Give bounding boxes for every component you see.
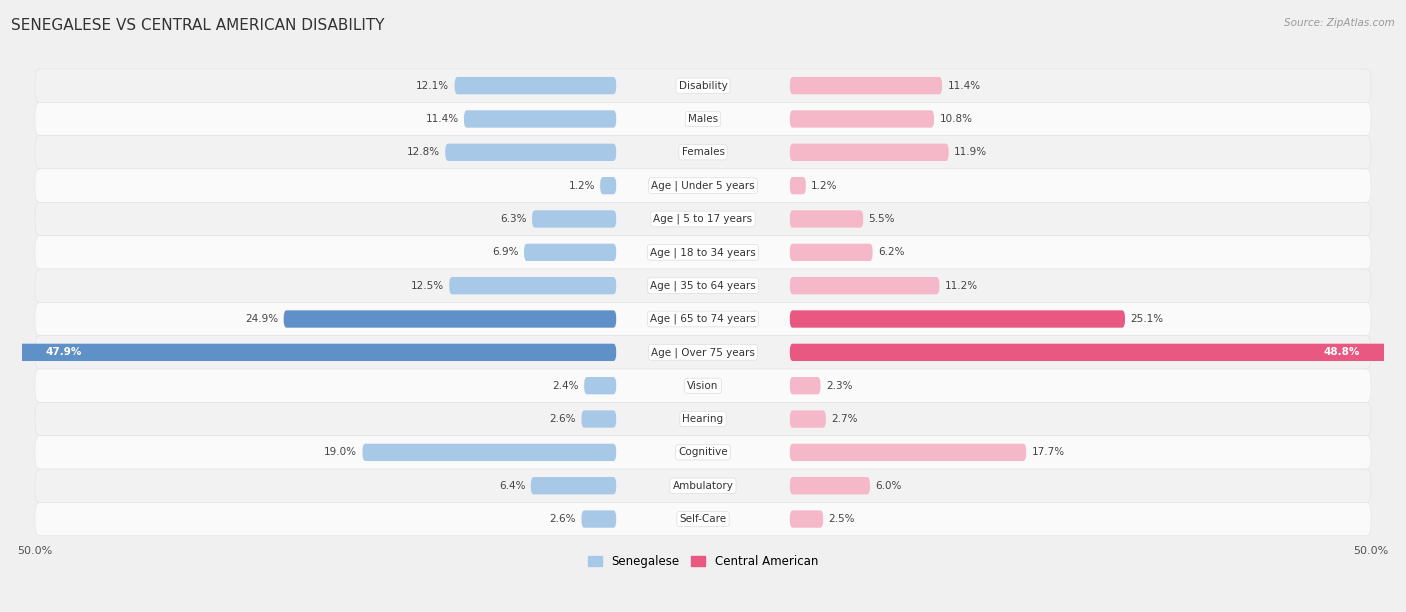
FancyBboxPatch shape (464, 110, 616, 128)
Text: Age | 5 to 17 years: Age | 5 to 17 years (654, 214, 752, 224)
Text: Age | 35 to 64 years: Age | 35 to 64 years (650, 280, 756, 291)
FancyBboxPatch shape (35, 436, 1371, 469)
FancyBboxPatch shape (600, 177, 616, 195)
FancyBboxPatch shape (446, 144, 616, 161)
Text: SENEGALESE VS CENTRAL AMERICAN DISABILITY: SENEGALESE VS CENTRAL AMERICAN DISABILIT… (11, 18, 385, 34)
FancyBboxPatch shape (35, 69, 1371, 102)
Text: Ambulatory: Ambulatory (672, 480, 734, 491)
FancyBboxPatch shape (35, 335, 1371, 369)
Text: 48.8%: 48.8% (1323, 348, 1360, 357)
Text: Self-Care: Self-Care (679, 514, 727, 524)
Text: 25.1%: 25.1% (1130, 314, 1163, 324)
Text: Disability: Disability (679, 81, 727, 91)
FancyBboxPatch shape (790, 310, 1125, 327)
FancyBboxPatch shape (35, 203, 1371, 236)
FancyBboxPatch shape (790, 110, 934, 128)
FancyBboxPatch shape (35, 302, 1371, 335)
FancyBboxPatch shape (582, 411, 616, 428)
FancyBboxPatch shape (0, 344, 616, 361)
Text: 5.5%: 5.5% (869, 214, 896, 224)
Text: 6.4%: 6.4% (499, 480, 526, 491)
FancyBboxPatch shape (35, 469, 1371, 502)
FancyBboxPatch shape (583, 377, 616, 394)
FancyBboxPatch shape (35, 102, 1371, 136)
FancyBboxPatch shape (35, 269, 1371, 302)
Text: 10.8%: 10.8% (939, 114, 973, 124)
FancyBboxPatch shape (790, 477, 870, 494)
Text: 11.4%: 11.4% (948, 81, 980, 91)
Legend: Senegalese, Central American: Senegalese, Central American (583, 551, 823, 573)
Text: 1.2%: 1.2% (811, 181, 838, 191)
Text: Source: ZipAtlas.com: Source: ZipAtlas.com (1284, 18, 1395, 28)
Text: 12.1%: 12.1% (416, 81, 450, 91)
FancyBboxPatch shape (531, 211, 616, 228)
FancyBboxPatch shape (582, 510, 616, 528)
Text: 6.3%: 6.3% (501, 214, 527, 224)
Text: 2.6%: 2.6% (550, 414, 576, 424)
Text: 12.5%: 12.5% (411, 281, 444, 291)
FancyBboxPatch shape (35, 169, 1371, 203)
FancyBboxPatch shape (790, 77, 942, 94)
Text: 24.9%: 24.9% (245, 314, 278, 324)
FancyBboxPatch shape (790, 177, 806, 195)
FancyBboxPatch shape (790, 377, 821, 394)
FancyBboxPatch shape (790, 244, 873, 261)
FancyBboxPatch shape (790, 277, 939, 294)
Text: Females: Females (682, 147, 724, 157)
FancyBboxPatch shape (790, 211, 863, 228)
FancyBboxPatch shape (35, 136, 1371, 169)
FancyBboxPatch shape (790, 510, 823, 528)
FancyBboxPatch shape (530, 477, 616, 494)
Text: Vision: Vision (688, 381, 718, 390)
Text: 2.7%: 2.7% (831, 414, 858, 424)
Text: 6.0%: 6.0% (876, 480, 901, 491)
Text: 17.7%: 17.7% (1032, 447, 1064, 457)
FancyBboxPatch shape (284, 310, 616, 327)
Text: 2.3%: 2.3% (825, 381, 852, 390)
FancyBboxPatch shape (524, 244, 616, 261)
Text: 6.2%: 6.2% (877, 247, 904, 257)
Text: Cognitive: Cognitive (678, 447, 728, 457)
Text: 1.2%: 1.2% (568, 181, 595, 191)
Text: 6.9%: 6.9% (492, 247, 519, 257)
Text: 11.4%: 11.4% (426, 114, 458, 124)
Text: Hearing: Hearing (682, 414, 724, 424)
FancyBboxPatch shape (35, 402, 1371, 436)
Text: 19.0%: 19.0% (325, 447, 357, 457)
Text: Age | Under 5 years: Age | Under 5 years (651, 181, 755, 191)
Text: 11.2%: 11.2% (945, 281, 977, 291)
Text: 12.8%: 12.8% (406, 147, 440, 157)
Text: 2.6%: 2.6% (550, 514, 576, 524)
Text: Age | Over 75 years: Age | Over 75 years (651, 347, 755, 357)
Text: Males: Males (688, 114, 718, 124)
FancyBboxPatch shape (790, 144, 949, 161)
FancyBboxPatch shape (790, 411, 825, 428)
FancyBboxPatch shape (450, 277, 616, 294)
Text: 47.9%: 47.9% (46, 348, 83, 357)
Text: 11.9%: 11.9% (955, 147, 987, 157)
FancyBboxPatch shape (790, 344, 1406, 361)
Text: 2.5%: 2.5% (828, 514, 855, 524)
FancyBboxPatch shape (35, 502, 1371, 536)
FancyBboxPatch shape (363, 444, 616, 461)
FancyBboxPatch shape (790, 444, 1026, 461)
FancyBboxPatch shape (454, 77, 616, 94)
Text: Age | 65 to 74 years: Age | 65 to 74 years (650, 314, 756, 324)
Text: 2.4%: 2.4% (553, 381, 579, 390)
FancyBboxPatch shape (35, 369, 1371, 402)
FancyBboxPatch shape (35, 236, 1371, 269)
Text: Age | 18 to 34 years: Age | 18 to 34 years (650, 247, 756, 258)
